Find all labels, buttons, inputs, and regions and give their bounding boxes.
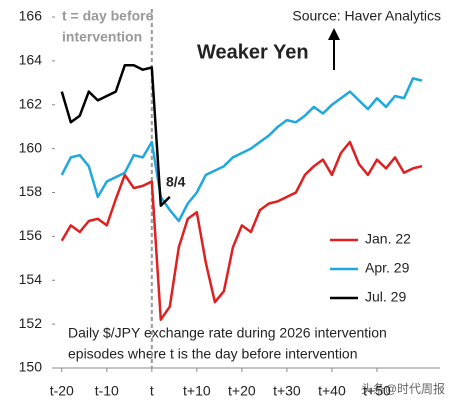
y-tick-label: 158 (19, 183, 43, 199)
legend-label: Jan. 22 (365, 231, 411, 247)
y-tick-label: 152 (19, 315, 43, 331)
series-line (60, 64, 171, 207)
x-tick-label: t (150, 383, 154, 399)
legend-label: Apr. 29 (365, 260, 410, 276)
y-tick-label: 156 (19, 227, 43, 243)
series-line (60, 77, 423, 223)
note: episodes where t is the day before inter… (68, 346, 358, 362)
series-line (60, 140, 423, 321)
annotation: 8/4 (166, 174, 186, 190)
x-tick-label: t+30 (273, 383, 301, 399)
watermark: 头条@时代周报 (361, 381, 445, 396)
y-tick-label: 160 (19, 139, 43, 155)
y-tick-label: 164 (19, 52, 43, 68)
y-tick-label: 154 (19, 271, 43, 287)
note: Daily $/JPY exchange rate during 2026 in… (68, 325, 387, 341)
legend-label: Jul. 29 (365, 289, 406, 305)
x-tick-label: t-10 (95, 383, 119, 399)
x-tick-label: t+10 (183, 383, 211, 399)
x-tick-label: t-20 (50, 383, 74, 399)
y-tick-label: 166 (19, 8, 43, 24)
source: Source: Haver Analytics (292, 8, 441, 24)
x-tick-label: t+40 (318, 383, 346, 399)
annotation: t = day before (62, 8, 154, 24)
chart-title: Weaker Yen (197, 41, 309, 63)
x-tick-label: t+50 (363, 383, 391, 399)
x-tick-label: t+20 (228, 383, 256, 399)
y-tick-label: 150 (19, 359, 43, 375)
annotation: intervention (62, 29, 142, 45)
y-tick-label: 162 (19, 95, 43, 111)
arrow-head (328, 28, 340, 40)
